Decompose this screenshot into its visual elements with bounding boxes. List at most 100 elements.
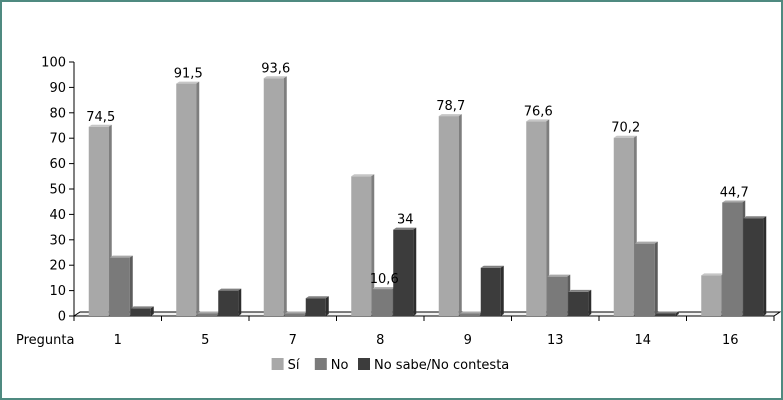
bar-front — [88, 126, 109, 317]
bar-side — [371, 174, 375, 316]
bar-side — [238, 288, 242, 316]
x-category-label: 16 — [722, 333, 739, 348]
data-label: 78,7 — [436, 99, 465, 114]
bar-front — [263, 78, 284, 316]
bar-front — [526, 121, 547, 316]
bar-top — [547, 274, 571, 277]
x-category-label: 9 — [464, 333, 472, 348]
bar-top — [743, 216, 767, 219]
x-category-label: 7 — [289, 333, 297, 348]
y-tick-label: 80 — [49, 106, 66, 121]
bar-layer — [88, 76, 767, 317]
bar-front — [438, 116, 459, 317]
bar — [351, 174, 375, 316]
bar-side — [129, 255, 133, 316]
legend-label: Sí — [288, 358, 300, 373]
axis-layer: 0 10 20 30 40 50 60 70 80 90 100 Pregunta 1 5 7 8 9 13 14 1… — [16, 56, 781, 348]
bar-top — [284, 311, 308, 314]
bar-top — [176, 81, 200, 84]
legend-swatch — [271, 358, 284, 370]
bar — [176, 81, 200, 316]
data-label: 34 — [397, 213, 414, 228]
bar-front — [459, 313, 480, 316]
bar-top — [218, 288, 242, 291]
bar-side — [588, 289, 592, 316]
bar — [547, 274, 571, 316]
data-label: 76,6 — [524, 104, 553, 119]
label-layer: 74,5 91,5 93,6 10,6 34 78,7 76,6 70,2 44,7 — [86, 61, 748, 287]
x-category-label: 13 — [547, 333, 564, 348]
bar-top — [459, 311, 483, 314]
bar — [197, 311, 221, 316]
bar-top — [393, 227, 417, 230]
bar-top — [197, 311, 221, 314]
legend-label: No sabe/No contesta — [374, 358, 509, 373]
bar-front — [218, 290, 239, 316]
legend-swatch — [358, 358, 370, 370]
bar-top — [351, 174, 375, 177]
bar — [634, 241, 658, 316]
bar-front — [351, 176, 372, 316]
bar-side — [283, 76, 287, 316]
bar — [480, 265, 504, 316]
data-label: 93,6 — [261, 61, 290, 76]
bar-side — [500, 265, 504, 316]
y-tick-label: 10 — [49, 284, 66, 299]
data-label: 10,6 — [370, 272, 399, 287]
bar — [109, 255, 133, 316]
y-tick-label: 30 — [49, 233, 66, 248]
x-category-label: 14 — [634, 333, 651, 348]
bar-side — [654, 241, 658, 316]
data-label: 44,7 — [720, 185, 749, 200]
x-category-label: 8 — [376, 333, 384, 348]
bar-front — [372, 289, 393, 316]
bar — [743, 216, 767, 316]
bar-top — [130, 306, 154, 309]
bar-front — [743, 218, 764, 316]
bar-top — [480, 265, 504, 268]
bar-top — [722, 200, 746, 203]
legend-item: No sabe/No contesta — [358, 358, 509, 373]
y-tick-label: 90 — [49, 81, 66, 96]
bar-front — [613, 137, 634, 316]
y-tick-label: 70 — [49, 132, 66, 147]
bar-front — [655, 313, 676, 316]
bar-front — [393, 229, 414, 316]
bar — [263, 76, 287, 316]
bar — [568, 289, 592, 316]
bar-front — [701, 275, 722, 316]
y-tick-label: 50 — [49, 183, 66, 198]
bar-top — [305, 296, 329, 299]
legend-item: Sí — [271, 358, 300, 373]
bar — [438, 114, 462, 317]
y-tick-label: 100 — [41, 56, 66, 71]
data-label: 74,5 — [86, 110, 115, 125]
bar-front — [284, 313, 305, 316]
y-tick-label: 20 — [49, 259, 66, 274]
bar-front — [197, 313, 218, 316]
bar-top — [109, 255, 133, 258]
bar-top — [88, 124, 112, 127]
y-tick-label: 0 — [58, 310, 66, 325]
x-axis-title: Pregunta — [16, 333, 74, 348]
bar-front — [109, 257, 130, 316]
bar-front — [130, 308, 151, 316]
x-category-label: 5 — [201, 333, 209, 348]
bar-front — [480, 267, 501, 316]
bar-top — [613, 135, 637, 138]
bar-top — [372, 287, 396, 290]
bar — [722, 200, 746, 316]
bar-side — [546, 119, 550, 316]
bar-side — [150, 306, 154, 316]
bar — [613, 135, 637, 316]
bar-top — [634, 241, 658, 244]
data-label: 70,2 — [611, 121, 640, 136]
bar-front — [634, 243, 655, 316]
bar — [130, 306, 154, 316]
bar — [526, 119, 550, 316]
bar-top — [263, 76, 287, 79]
bar-front — [305, 298, 326, 316]
bar-front — [722, 202, 743, 316]
legend-item: No — [314, 358, 349, 373]
